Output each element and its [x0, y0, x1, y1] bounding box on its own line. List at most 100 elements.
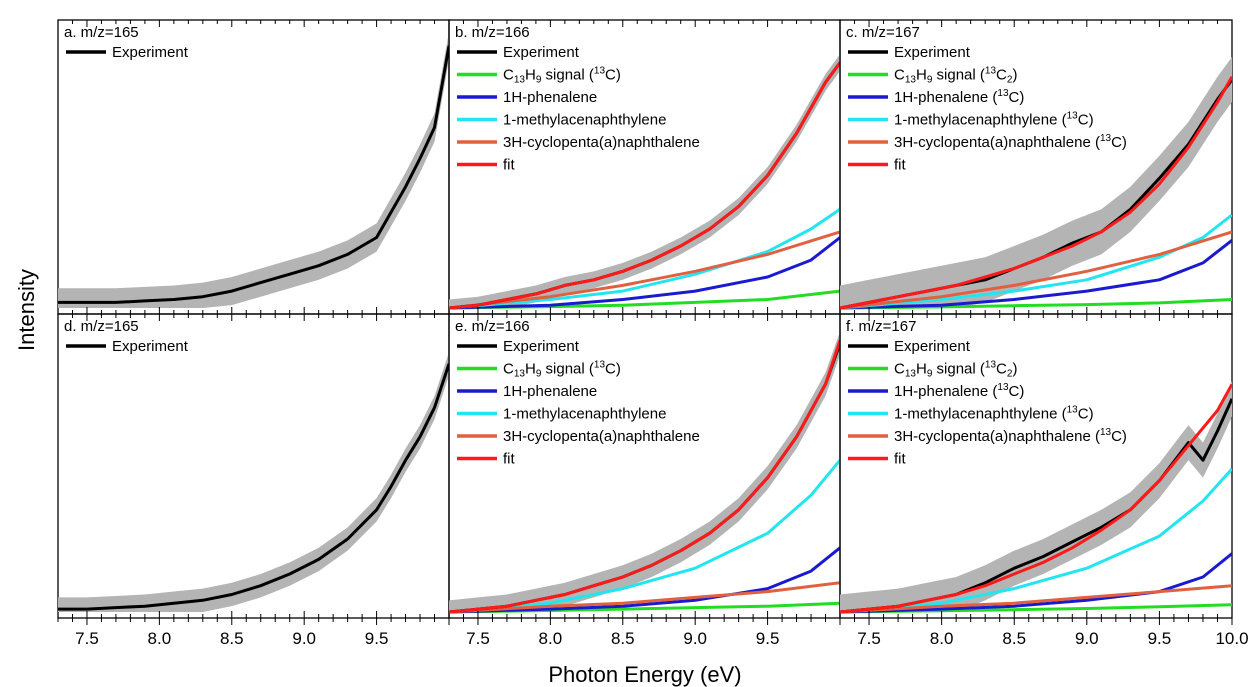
legend-item-cyclopenta: 3H-cyclopenta(a)naphthalene (13C)	[848, 427, 1127, 445]
panel-title: e. m/z=166	[455, 318, 530, 335]
x-tick-label: 9.0	[683, 629, 707, 648]
legend-item-phenalene: 1H-phenalene (13C)	[848, 88, 1024, 106]
legend-item-cyclopenta: 3H-cyclopenta(a)naphthalene	[457, 134, 700, 151]
panel-f: 7.5 8.0 8.5 9.0 9.5 10.0 f. m/z=167 Experiment C…	[839, 313, 1249, 648]
legend-item-cyclopenta: 3H-cyclopenta(a)naphthalene (13C)	[848, 133, 1127, 151]
legend-item-c13h9: C13H9 signal (13C2)	[848, 66, 1017, 86]
legend-label: C13H9 signal (13C2)	[894, 360, 1017, 380]
series-error-band	[58, 31, 449, 308]
panel-d: 7.5 8.0 8.5 9.0 9.5 d. m/z=165 Experiment	[57, 313, 450, 648]
plot-area	[840, 57, 1232, 310]
x-tick-label: 9.5	[756, 629, 780, 648]
x-tick-label: 8.0	[539, 629, 563, 648]
legend-item-exp: Experiment	[848, 338, 971, 355]
series-line-cyclopenta	[449, 581, 840, 614]
panel-title: b. m/z=166	[455, 24, 530, 41]
plot-area	[58, 352, 449, 612]
panels: a. m/z=165 Experiment b. m/z=166 Experiment…	[57, 19, 1249, 648]
series-line-exp	[58, 363, 449, 611]
legend-item-fit: fit	[848, 157, 907, 174]
legend-item-exp: Experiment	[66, 338, 189, 355]
x-tick-label: 8.5	[220, 629, 244, 648]
series-line-fit	[449, 61, 840, 310]
legend-item-exp: Experiment	[848, 44, 971, 61]
legend-item-phenalene: 1H-phenalene	[457, 89, 597, 106]
series-line-fit	[840, 76, 1232, 310]
legend-item-phenalene: 1H-phenalene	[457, 383, 597, 400]
x-tick-label: 8.0	[930, 629, 954, 648]
legend-label: 3H-cyclopenta(a)naphthalene	[503, 134, 700, 151]
legend-label: 1-methylacenaphthylene (13C)	[894, 111, 1094, 129]
x-tick-label: 7.5	[466, 629, 490, 648]
plot-area	[840, 381, 1232, 614]
x-tick-label: 8.0	[148, 629, 172, 648]
panel-frame	[839, 313, 1233, 619]
legend-label: 1-methylacenaphthylene (13C)	[894, 405, 1094, 423]
series-line-phenalene	[449, 236, 840, 310]
series-line-cyclopenta	[840, 230, 1232, 310]
x-tick-label: 9.5	[365, 629, 389, 648]
legend-label: C13H9 signal (13C)	[503, 360, 621, 380]
legend-label: 1H-phenalene	[503, 89, 597, 106]
legend-item-fit: fit	[848, 451, 907, 468]
series-line-methylacenaphthylene	[840, 213, 1232, 310]
legend-item-exp: Experiment	[66, 44, 189, 61]
legend-item-exp: Experiment	[457, 338, 580, 355]
legend-label: 1H-phenalene (13C)	[894, 382, 1024, 400]
legend-label: Experiment	[503, 44, 580, 61]
x-tick-label: 9.0	[1075, 629, 1099, 648]
legend-item-methylacenaphthylene: 1-methylacenaphthylene (13C)	[848, 111, 1094, 129]
series-line-methylacenaphthylene	[449, 208, 840, 310]
legend-item-methylacenaphthylene: 1-methylacenaphthylene	[457, 112, 666, 129]
panel-title: c. m/z=167	[846, 24, 920, 41]
series-line-methylacenaphthylene	[840, 467, 1232, 614]
series-line-phenalene	[840, 552, 1232, 614]
panel-frame	[57, 313, 450, 619]
legend-item-fit: fit	[457, 157, 516, 174]
legend-label: 3H-cyclopenta(a)naphthalene	[503, 428, 700, 445]
x-tick-label: 10.0	[1215, 629, 1248, 648]
series-line-exp	[58, 45, 449, 304]
legend-label: Experiment	[503, 338, 580, 355]
legend-item-methylacenaphthylene: 1-methylacenaphthylene (13C)	[848, 405, 1094, 423]
legend-label: Experiment	[894, 44, 971, 61]
legend-item-c13h9: C13H9 signal (13C)	[457, 360, 621, 380]
series-error-band	[58, 352, 449, 612]
plot-area	[449, 54, 840, 310]
legend-label: C13H9 signal (13C)	[503, 66, 621, 86]
panel-e: 7.5 8.0 8.5 9.0 9.5 e. m/z=166 Experiment C13H9…	[448, 313, 841, 648]
x-tick-label: 7.5	[857, 629, 881, 648]
legend-label: 1H-phenalene (13C)	[894, 88, 1024, 106]
legend-item-fit: fit	[457, 451, 516, 468]
plot-area	[449, 331, 840, 614]
series-line-phenalene	[840, 239, 1232, 310]
y-axis-label: Intensity	[14, 269, 39, 351]
panel-a: a. m/z=165 Experiment	[57, 19, 450, 315]
x-tick-label: 7.5	[75, 629, 99, 648]
legend-label: 1-methylacenaphthylene	[503, 406, 666, 423]
series-line-phenalene	[449, 546, 840, 614]
legend-label: fit	[503, 157, 516, 174]
legend-label: C13H9 signal (13C2)	[894, 66, 1017, 86]
legend-label: Experiment	[112, 338, 189, 355]
legend-item-phenalene: 1H-phenalene (13C)	[848, 382, 1024, 400]
legend-label: 1H-phenalene	[503, 383, 597, 400]
legend-label: 3H-cyclopenta(a)naphthalene (13C)	[894, 427, 1127, 445]
series-line-fit	[840, 383, 1232, 614]
series-line-cyclopenta	[840, 584, 1232, 614]
x-tick-label: 8.5	[1002, 629, 1026, 648]
x-tick-label: 9.5	[1148, 629, 1172, 648]
legend-item-exp: Experiment	[457, 44, 580, 61]
series-line-methylacenaphthylene	[449, 459, 840, 614]
panel-b: b. m/z=166 Experiment C13H9 signal (13C) 1H…	[448, 19, 841, 315]
x-axis-label: Photon Energy (eV)	[548, 662, 741, 687]
legend-label: 1-methylacenaphthylene	[503, 112, 666, 129]
legend-label: fit	[894, 157, 907, 174]
panel-title: d. m/z=165	[64, 318, 139, 335]
series-line-cyclopenta	[449, 230, 840, 310]
panel-title: a. m/z=165	[64, 24, 139, 41]
legend-label: 3H-cyclopenta(a)naphthalene (13C)	[894, 133, 1127, 151]
x-tick-label: 9.0	[292, 629, 316, 648]
legend-label: fit	[503, 451, 516, 468]
